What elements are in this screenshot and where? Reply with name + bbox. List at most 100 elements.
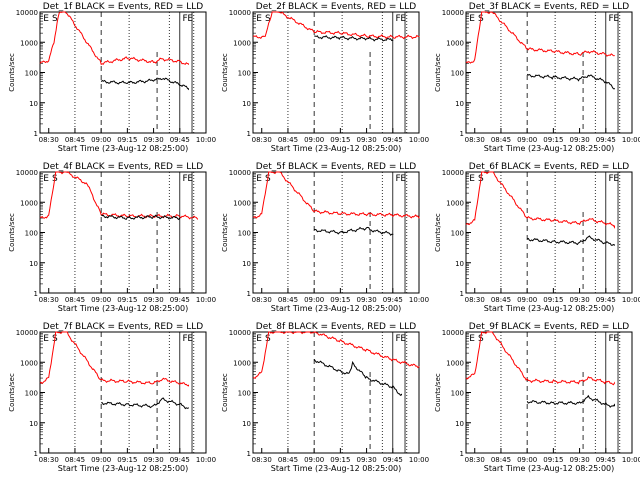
x-tick-label: 10:00 [622, 136, 640, 144]
y-axis-label: Counts/sec [221, 213, 229, 252]
events-series-line [526, 73, 615, 90]
y-tick-label: 1 [460, 290, 464, 298]
x-tick-label: 08:30 [465, 456, 485, 464]
x-axis-label: Start Time (23-Aug-12 08:25:00) [58, 304, 189, 313]
event-marker-label: E [187, 174, 193, 184]
x-tick-label: 08:45 [65, 296, 85, 304]
y-tick-label: 1000 [446, 39, 464, 47]
detector-panel: Det_3f BLACK = Events, RED = LLD 1 10 100 10… [434, 2, 640, 153]
event-marker-label: E [256, 174, 262, 184]
x-tick-label: 09:15 [330, 296, 350, 304]
y-axis-label: Counts/sec [8, 213, 16, 252]
x-tick-label: 08:45 [278, 456, 298, 464]
y-tick-label: 10 [242, 260, 251, 268]
x-tick-label: 09:30 [569, 296, 589, 304]
y-tick-label: 10000 [442, 9, 464, 17]
event-marker-label: F [608, 174, 613, 184]
x-tick-label: 09:30 [143, 296, 163, 304]
x-tick-label: 10:00 [196, 136, 216, 144]
x-tick-label: 09:15 [330, 456, 350, 464]
x-tick-label: 09:45 [170, 296, 190, 304]
x-tick-label: 09:15 [117, 136, 137, 144]
event-marker-label: F [182, 174, 187, 184]
y-tick-label: 1 [34, 290, 38, 298]
y-axis-label: Counts/sec [8, 373, 16, 412]
y-tick-label: 10 [455, 100, 464, 108]
lld-series-line [252, 171, 420, 219]
y-tick-label: 10000 [16, 169, 38, 177]
panel-title: Det_7f BLACK = Events, RED = LLD [43, 322, 203, 332]
event-marker-label: E [187, 334, 193, 344]
x-tick-label: 09:00 [91, 296, 111, 304]
x-tick-label: 09:30 [356, 296, 376, 304]
panel-title: Det_8f BLACK = Events, RED = LLD [256, 322, 416, 332]
detector-panel: Det_7f BLACK = Events, RED = LLD 1 10 100 10… [8, 322, 216, 473]
event-marker-label: E [400, 174, 406, 184]
event-marker-label: E [43, 334, 49, 344]
plot-frame [39, 171, 207, 294]
y-tick-label: 10 [29, 420, 38, 428]
x-tick-label: 08:45 [65, 136, 85, 144]
event-marker-label: E [400, 334, 406, 344]
lld-series-line [39, 171, 198, 221]
event-marker-label: F [395, 334, 400, 344]
x-tick-label: 08:30 [465, 136, 485, 144]
y-tick-label: 1000 [233, 199, 251, 207]
x-tick-label: 09:45 [170, 456, 190, 464]
x-tick-label: 09:15 [543, 296, 563, 304]
y-tick-label: 10000 [442, 169, 464, 177]
event-marker-label: E [43, 14, 49, 24]
event-marker-label: E [613, 174, 619, 184]
event-marker-label: E [613, 334, 619, 344]
y-tick-label: 1000 [233, 359, 251, 367]
x-tick-label: 09:15 [117, 456, 137, 464]
y-tick-label: 100 [451, 230, 464, 238]
y-tick-label: 1000 [446, 359, 464, 367]
y-tick-label: 100 [238, 70, 251, 78]
events-series-line [527, 235, 615, 246]
x-tick-label: 09:15 [117, 296, 137, 304]
x-tick-label: 09:45 [383, 136, 403, 144]
x-tick-label: 08:45 [278, 296, 298, 304]
x-tick-label: 09:30 [569, 456, 589, 464]
panel-title: Det_3f BLACK = Events, RED = LLD [469, 2, 629, 12]
x-tick-label: 10:00 [196, 456, 216, 464]
x-tick-label: 08:30 [465, 296, 485, 304]
plot-frame [252, 331, 420, 454]
y-axis-label: Counts/sec [434, 213, 442, 252]
x-tick-label: 08:45 [491, 296, 511, 304]
lld-series-line [465, 331, 615, 386]
y-tick-label: 1000 [20, 359, 38, 367]
x-axis-label: Start Time (23-Aug-12 08:25:00) [271, 144, 402, 153]
y-tick-label: 1000 [446, 199, 464, 207]
x-axis-label: Start Time (23-Aug-12 08:25:00) [58, 144, 189, 153]
x-tick-label: 08:45 [491, 456, 511, 464]
detector-panel: Det_6f BLACK = Events, RED = LLD 1 10 100 10… [434, 162, 640, 313]
y-tick-label: 1 [34, 450, 38, 458]
panel-title: Det_9f BLACK = Events, RED = LLD [469, 322, 629, 332]
x-axis-label: Start Time (23-Aug-12 08:25:00) [484, 304, 615, 313]
event-marker-label: F [182, 14, 187, 24]
y-tick-label: 10 [29, 260, 38, 268]
y-tick-label: 1 [247, 130, 251, 138]
lld-series-line [252, 11, 420, 40]
x-tick-label: 09:30 [143, 136, 163, 144]
x-tick-label: 08:30 [39, 456, 59, 464]
x-axis-label: Start Time (23-Aug-12 08:25:00) [58, 464, 189, 473]
y-tick-label: 1000 [20, 39, 38, 47]
x-tick-label: 10:00 [409, 456, 429, 464]
x-tick-label: 10:00 [196, 296, 216, 304]
panel-title: Det_2f BLACK = Events, RED = LLD [256, 2, 416, 12]
x-tick-label: 09:45 [596, 136, 616, 144]
y-tick-label: 10 [455, 420, 464, 428]
lld-series-line [39, 11, 189, 65]
detector-panel: Det_1f BLACK = Events, RED = LLD 1 10 100 10… [8, 2, 216, 153]
detector-panel: Det_5f BLACK = Events, RED = LLD 1 10 100 10… [221, 162, 429, 313]
y-tick-label: 10000 [229, 169, 251, 177]
plot-frame [39, 11, 207, 134]
lld-series-line [465, 171, 615, 229]
y-tick-label: 100 [25, 390, 38, 398]
x-tick-label: 09:45 [596, 296, 616, 304]
events-series-line [314, 226, 394, 236]
